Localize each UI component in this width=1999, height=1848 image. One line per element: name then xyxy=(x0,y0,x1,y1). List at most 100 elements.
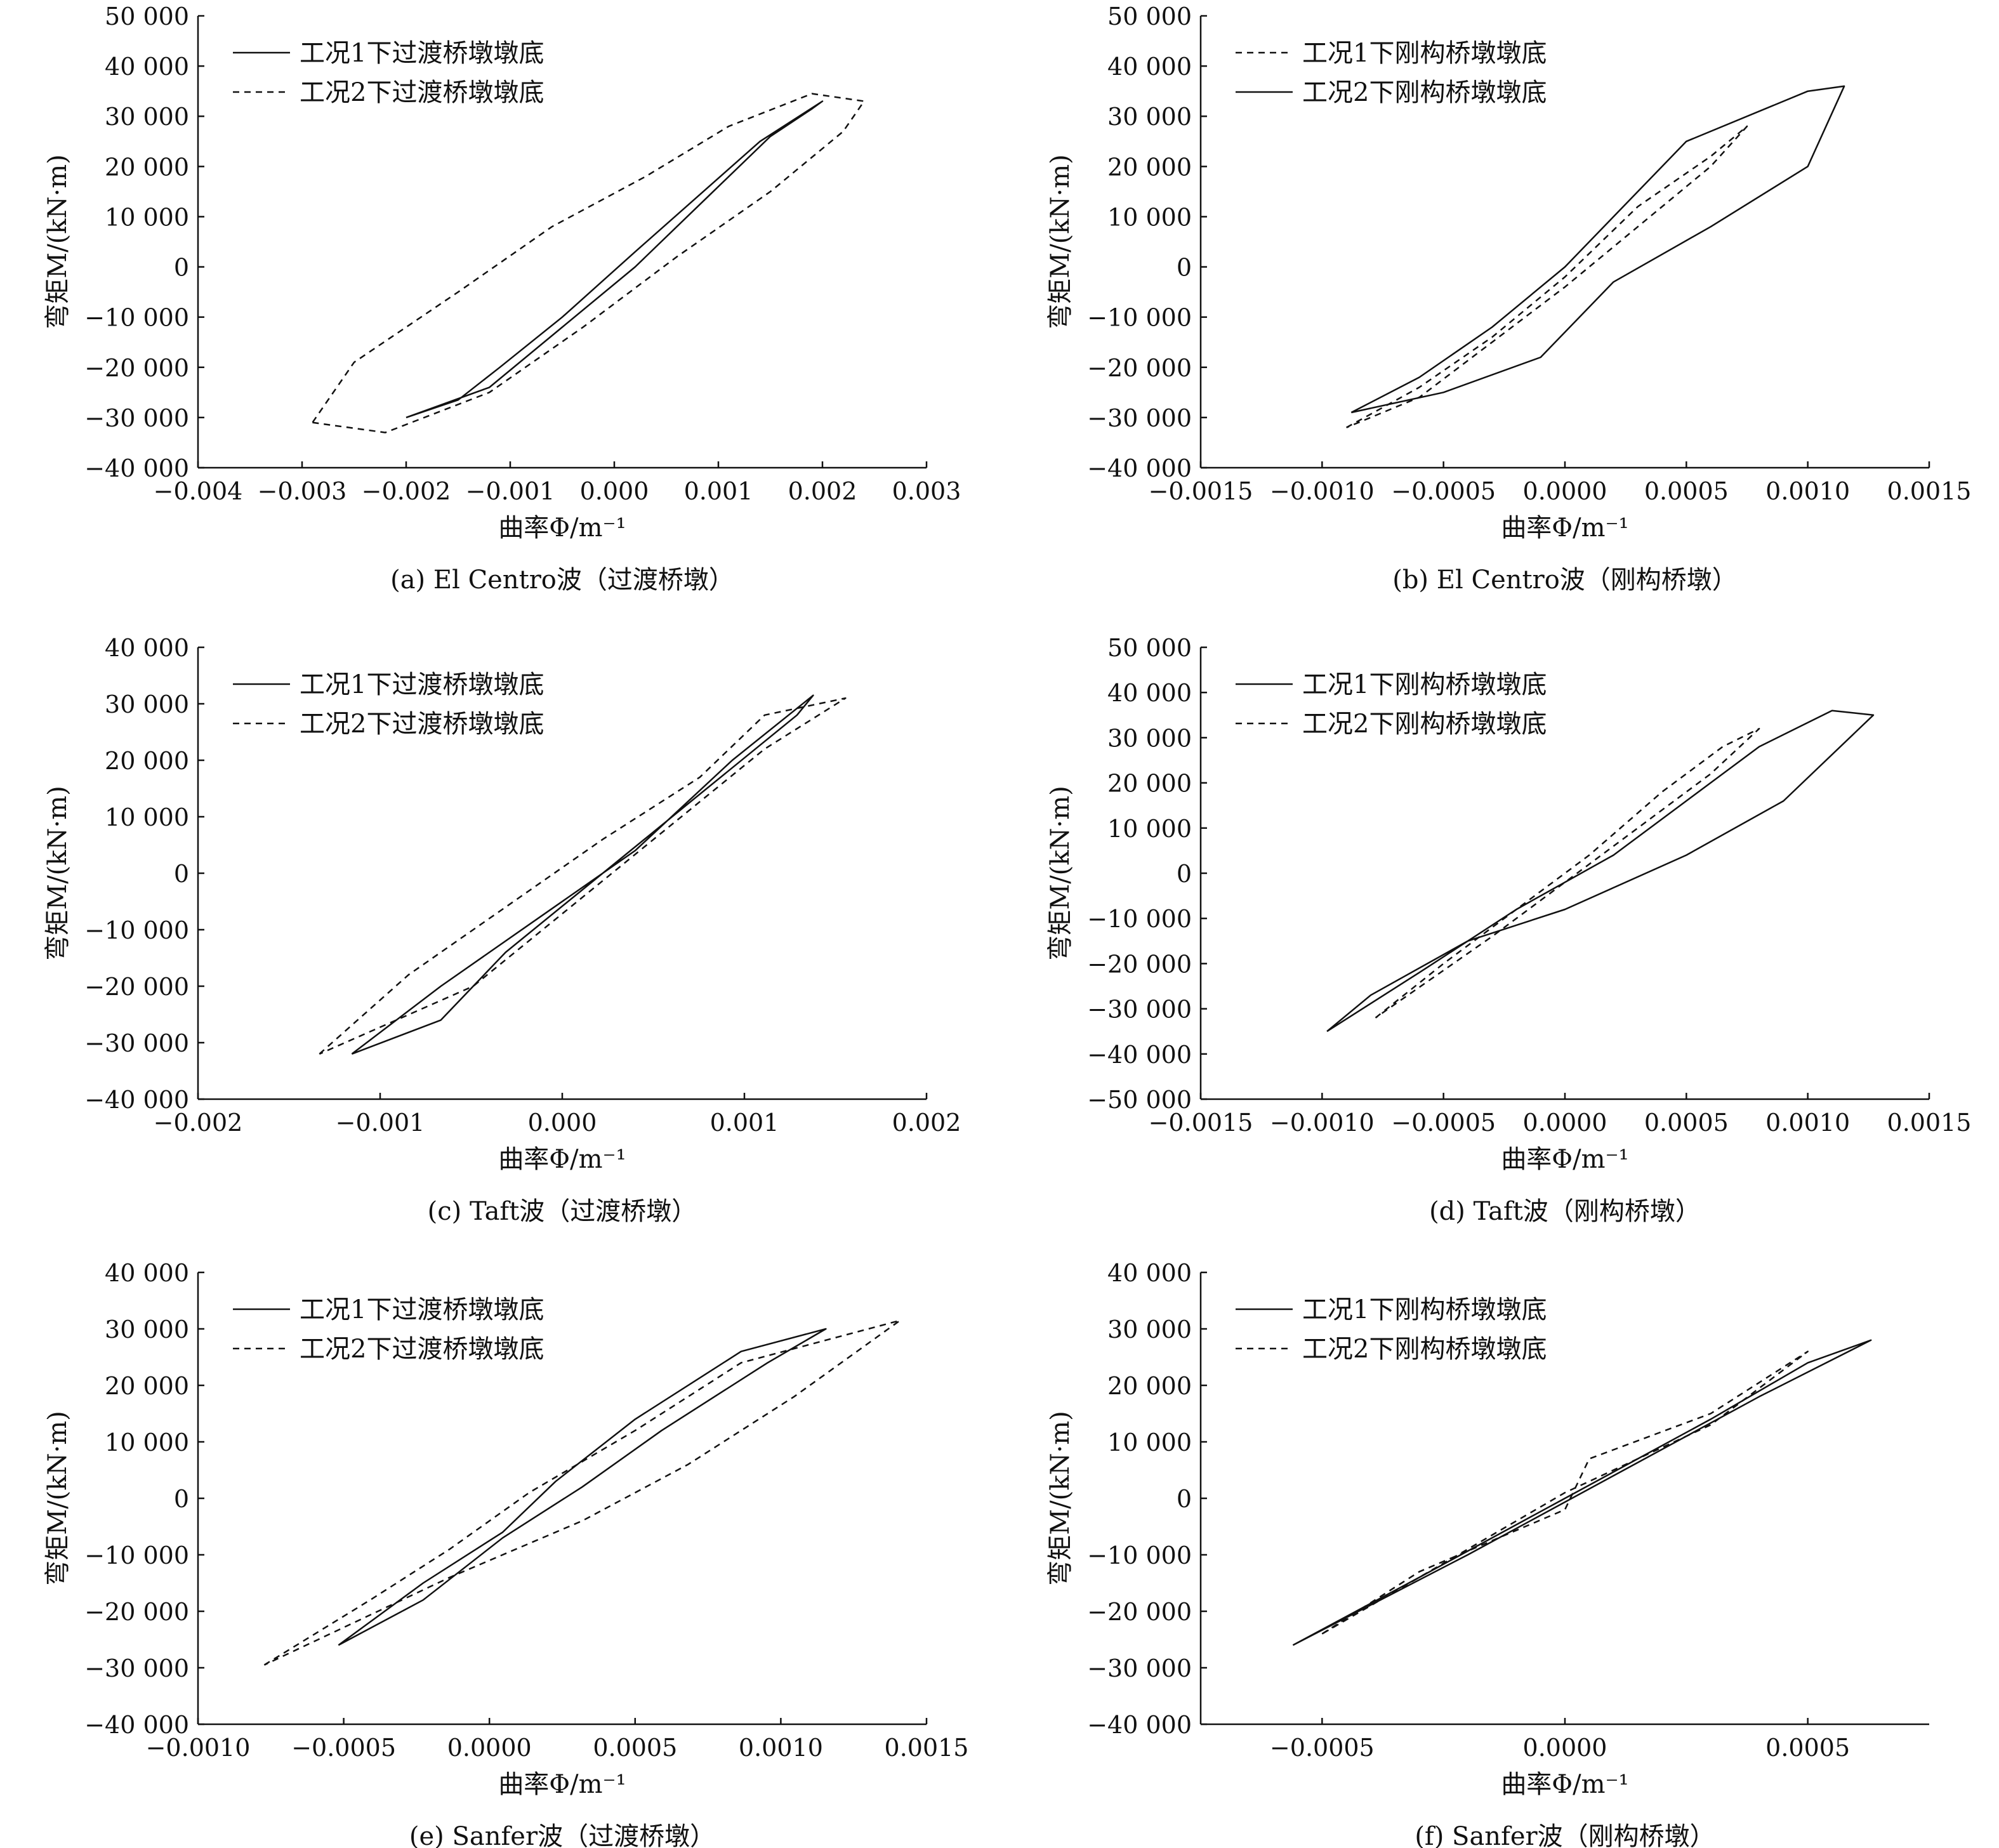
x-tick-label: −0.0010 xyxy=(1270,477,1375,505)
y-axis-label: 弯矩M/(kN·m) xyxy=(43,154,72,329)
x-tick-label: −0.0005 xyxy=(291,1734,396,1762)
x-tick-label: 0.0010 xyxy=(1765,477,1850,505)
y-tick-label: 40 000 xyxy=(105,53,189,81)
y-tick-label: 0 xyxy=(1177,1485,1192,1513)
legend-label: 工况2下刚构桥墩墩底 xyxy=(1302,1335,1547,1364)
legend-label: 工况2下过渡桥墩墩底 xyxy=(300,710,544,739)
y-tick-label: 30 000 xyxy=(105,103,189,131)
y-tick-label: 20 000 xyxy=(105,153,189,181)
legend-label: 工况1下过渡桥墩墩底 xyxy=(300,670,544,699)
y-tick-label: 0 xyxy=(1177,254,1192,282)
x-tick-label: 0.001 xyxy=(684,477,753,505)
y-tick-label: 20 000 xyxy=(1107,153,1192,181)
y-tick-label: −40 000 xyxy=(1087,1711,1192,1739)
y-tick-label: 30 000 xyxy=(1107,103,1192,131)
series-line-2 xyxy=(1321,1350,1809,1635)
y-tick-label: −30 000 xyxy=(84,1029,189,1057)
series-line-2 xyxy=(1350,85,1845,414)
legend-label: 工况2下刚构桥墩墩底 xyxy=(1302,710,1547,739)
y-tick-label: −40 000 xyxy=(1087,1041,1192,1069)
y-tick-label: 20 000 xyxy=(105,747,189,775)
x-tick-label: 0.003 xyxy=(892,477,961,505)
chart-caption: (e) Sanfer波（过渡桥墩） xyxy=(409,1822,715,1848)
y-tick-label: −50 000 xyxy=(1087,1086,1192,1114)
x-axis-label: 曲率Φ/m⁻¹ xyxy=(1501,513,1628,543)
series-line-1 xyxy=(1292,1339,1872,1646)
legend-label: 工况2下刚构桥墩墩底 xyxy=(1302,78,1547,107)
x-tick-label: 0.0010 xyxy=(739,1734,823,1762)
y-tick-label: 40 000 xyxy=(1107,679,1192,707)
x-axis-label: 曲率Φ/m⁻¹ xyxy=(498,513,626,543)
y-tick-label: −30 000 xyxy=(84,404,189,432)
x-tick-label: 0.0010 xyxy=(1765,1109,1850,1137)
y-axis-label: 弯矩M/(kN·m) xyxy=(1046,1411,1075,1586)
x-tick-label: 0.002 xyxy=(892,1109,961,1137)
y-axis-label: 弯矩M/(kN·m) xyxy=(1046,786,1075,961)
legend-label: 工况1下刚构桥墩墩底 xyxy=(1302,1295,1547,1324)
x-tick-label: −0.003 xyxy=(258,477,347,505)
x-tick-label: −0.0010 xyxy=(146,1734,251,1762)
legend-label: 工况1下过渡桥墩墩底 xyxy=(300,1295,544,1324)
chart-panel-5: −40 000 −30 000 −20 000 −10 000 0 10 000 20 00… xyxy=(43,1259,968,1848)
y-tick-label: −10 000 xyxy=(84,916,189,944)
chart-caption: (c) Taft波（过渡桥墩） xyxy=(428,1197,697,1226)
series-line-1 xyxy=(351,694,814,1055)
y-tick-label: 30 000 xyxy=(1107,1316,1192,1343)
y-tick-label: −40 000 xyxy=(1087,454,1192,482)
chart-caption: (f) Sanfer波（刚构桥墩） xyxy=(1415,1822,1715,1848)
y-tick-label: 0 xyxy=(174,254,189,282)
chart-caption: (d) Taft波（刚构桥墩） xyxy=(1429,1197,1701,1226)
legend-label: 工况2下过渡桥墩墩底 xyxy=(300,78,544,107)
chart-panel-4: −50 000 −40 000 −30 000 −20 000 −10 000 0 10 0… xyxy=(1046,634,1971,1226)
y-tick-label: −10 000 xyxy=(84,304,189,332)
x-tick-label: −0.001 xyxy=(466,477,555,505)
y-tick-label: 10 000 xyxy=(1107,1429,1192,1456)
y-tick-label: −30 000 xyxy=(1087,996,1192,1024)
y-tick-label: 30 000 xyxy=(105,1316,189,1343)
x-tick-label: 0.0005 xyxy=(593,1734,677,1762)
x-tick-label: 0.0005 xyxy=(1765,1734,1850,1762)
x-tick-label: −0.0005 xyxy=(1391,1109,1496,1137)
y-tick-label: −10 000 xyxy=(84,1541,189,1569)
legend-label: 工况1下刚构桥墩墩底 xyxy=(1302,670,1547,699)
x-tick-label: 0.0000 xyxy=(447,1734,532,1762)
y-tick-label: −10 000 xyxy=(1087,304,1192,332)
series-line-2 xyxy=(263,1319,901,1666)
series-line-2 xyxy=(319,697,847,1055)
y-tick-label: 40 000 xyxy=(1107,1259,1192,1287)
y-tick-label: 40 000 xyxy=(1107,53,1192,81)
x-tick-label: −0.001 xyxy=(336,1109,425,1137)
x-tick-label: 0.0015 xyxy=(885,1734,969,1762)
y-tick-label: 30 000 xyxy=(1107,724,1192,752)
y-tick-label: 0 xyxy=(174,1485,189,1513)
x-axis-label: 曲率Φ/m⁻¹ xyxy=(498,1770,626,1799)
y-tick-label: −30 000 xyxy=(1087,1654,1192,1682)
x-tick-label: 0.0005 xyxy=(1644,477,1729,505)
chart-panel-6: −40 000 −30 000 −20 000 −10 000 0 10 000 20 00… xyxy=(1046,1259,1929,1848)
chart-caption: (b) El Centro波（刚构桥墩） xyxy=(1392,565,1738,595)
y-tick-label: −30 000 xyxy=(1087,404,1192,432)
x-tick-label: 0.0000 xyxy=(1523,477,1607,505)
y-tick-label: 30 000 xyxy=(105,690,189,718)
legend-label: 工况2下过渡桥墩墩底 xyxy=(300,1335,544,1364)
y-tick-label: 10 000 xyxy=(1107,815,1192,843)
x-tick-label: −0.002 xyxy=(154,1109,243,1137)
x-tick-label: 0.0000 xyxy=(1523,1734,1607,1762)
legend-label: 工况1下刚构桥墩墩底 xyxy=(1302,39,1547,68)
x-tick-label: 0.0015 xyxy=(1887,477,1972,505)
chart-caption: (a) El Centro波（过渡桥墩） xyxy=(390,565,734,595)
x-axis-label: 曲率Φ/m⁻¹ xyxy=(498,1145,626,1174)
y-tick-label: −40 000 xyxy=(84,1086,189,1114)
series-line-1 xyxy=(1345,125,1748,428)
y-axis-label: 弯矩M/(kN·m) xyxy=(1046,154,1075,329)
y-tick-label: −30 000 xyxy=(84,1654,189,1682)
series-line-2 xyxy=(312,93,865,433)
y-axis-label: 弯矩M/(kN·m) xyxy=(43,786,72,961)
x-tick-label: −0.0015 xyxy=(1149,1109,1253,1137)
y-tick-label: 20 000 xyxy=(1107,1372,1192,1400)
series-line-1 xyxy=(1326,710,1875,1033)
y-tick-label: 10 000 xyxy=(1107,203,1192,231)
x-tick-label: 0.001 xyxy=(710,1109,779,1137)
series-line-1 xyxy=(406,100,824,419)
